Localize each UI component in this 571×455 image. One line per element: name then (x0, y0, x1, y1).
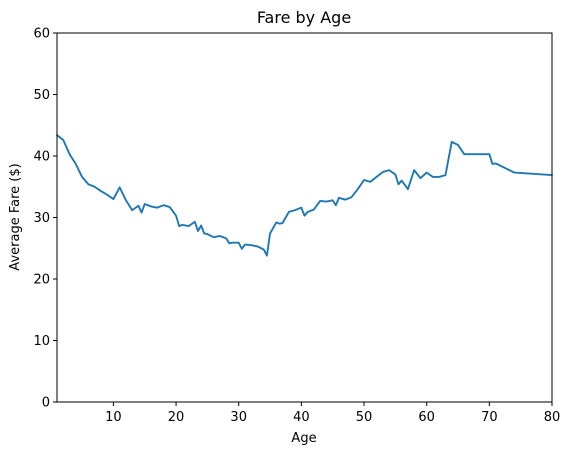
x-tick-label: 80 (544, 410, 561, 425)
x-tick-label: 40 (293, 410, 310, 425)
x-tick-label: 50 (356, 410, 373, 425)
x-tick-label: 20 (168, 410, 185, 425)
y-tick-label: 40 (33, 150, 50, 165)
y-tick-label: 10 (33, 334, 50, 349)
x-tick-label: 70 (481, 410, 498, 425)
plot-area (56, 134, 553, 257)
x-axis-ticks: 10 20 30 40 50 60 70 80 (105, 402, 560, 425)
y-tick-label: 20 (33, 273, 50, 288)
x-tick-label: 30 (230, 410, 247, 425)
series-line (56, 134, 553, 257)
y-tick-label: 0 (42, 396, 50, 411)
y-tick-label: 50 (33, 88, 50, 103)
x-tick-label: 60 (418, 410, 435, 425)
y-tick-label: 30 (33, 211, 50, 226)
x-tick-label: 10 (105, 410, 122, 425)
x-axis-label: Age (291, 431, 316, 446)
y-tick-label: 60 (33, 27, 50, 42)
chart-title: Fare by Age (257, 8, 351, 27)
y-axis-label: Average Fare ($) (8, 163, 23, 270)
y-axis-ticks: 0 10 20 30 40 50 60 (33, 27, 57, 411)
